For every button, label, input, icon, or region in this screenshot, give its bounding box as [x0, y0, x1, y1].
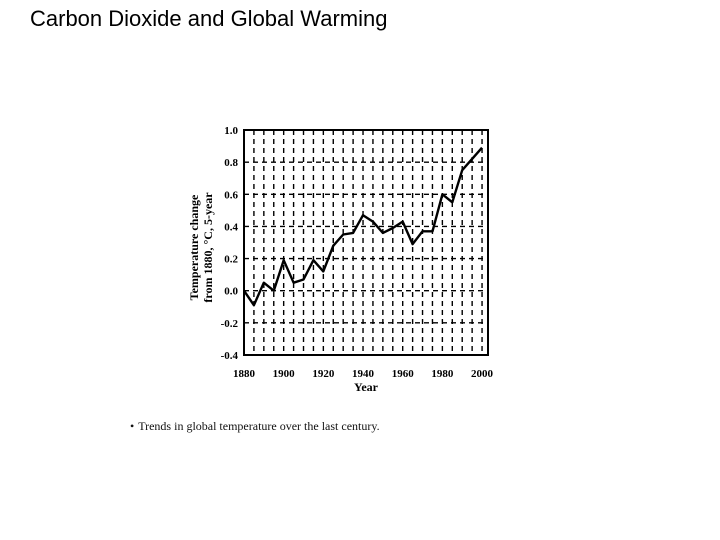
x-tick-label: 1900: [273, 368, 296, 380]
y-tick-label: 1.0: [224, 125, 238, 137]
x-axis-title: Year: [354, 380, 379, 394]
figure-caption: • Trends in global temperature over the l…: [130, 419, 380, 434]
y-tick-label: -0.2: [221, 318, 239, 330]
y-tick-label: 0.0: [224, 286, 238, 298]
y-axis-ticks: 1.0 0.8 0.6 0.4 0.2 0.0 -0.2 -0.4: [221, 125, 239, 362]
plot-frame: [243, 129, 489, 356]
x-tick-label: 1980: [431, 368, 454, 380]
x-tick-label: 1920: [312, 368, 335, 380]
x-tick-label: 1960: [392, 368, 415, 380]
slide-title: Carbon Dioxide and Global Warming: [30, 6, 388, 31]
x-tick-label: 1880: [233, 368, 256, 380]
y-tick-label: -0.4: [221, 350, 239, 362]
temperature-series-line: [243, 146, 483, 307]
y-axis-title-line-2: from 1880, °C, 5-year: [201, 192, 215, 303]
y-tick-label: 0.2: [224, 254, 238, 266]
y-axis-title: Temperature change from 1880, °C, 5-year: [187, 192, 215, 303]
x-tick-label: 1940: [352, 368, 375, 380]
y-tick-label: 0.4: [224, 221, 238, 233]
grid: [244, 130, 488, 355]
y-axis-title-line-1: Temperature change: [187, 194, 201, 300]
x-tick-label: 2000: [471, 368, 494, 380]
y-tick-label: 0.8: [224, 157, 238, 169]
y-tick-label: 0.6: [224, 189, 238, 201]
caption-text: Trends in global temperature over the la…: [138, 419, 380, 433]
caption-bullet: •: [130, 419, 135, 433]
x-axis-ticks: 1880 1900 1920 1940 1960 1980 2000: [233, 368, 494, 380]
